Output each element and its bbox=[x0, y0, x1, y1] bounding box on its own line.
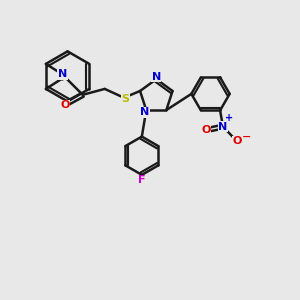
Text: +: + bbox=[225, 113, 234, 123]
Text: O: O bbox=[201, 124, 211, 135]
Text: N: N bbox=[218, 122, 228, 132]
Text: O: O bbox=[232, 136, 242, 146]
Text: N: N bbox=[140, 107, 149, 117]
Text: −: − bbox=[242, 132, 251, 142]
Text: N: N bbox=[152, 72, 161, 82]
Text: F: F bbox=[138, 175, 146, 185]
Text: N: N bbox=[58, 69, 67, 79]
Text: S: S bbox=[122, 94, 129, 104]
Text: O: O bbox=[60, 100, 70, 110]
